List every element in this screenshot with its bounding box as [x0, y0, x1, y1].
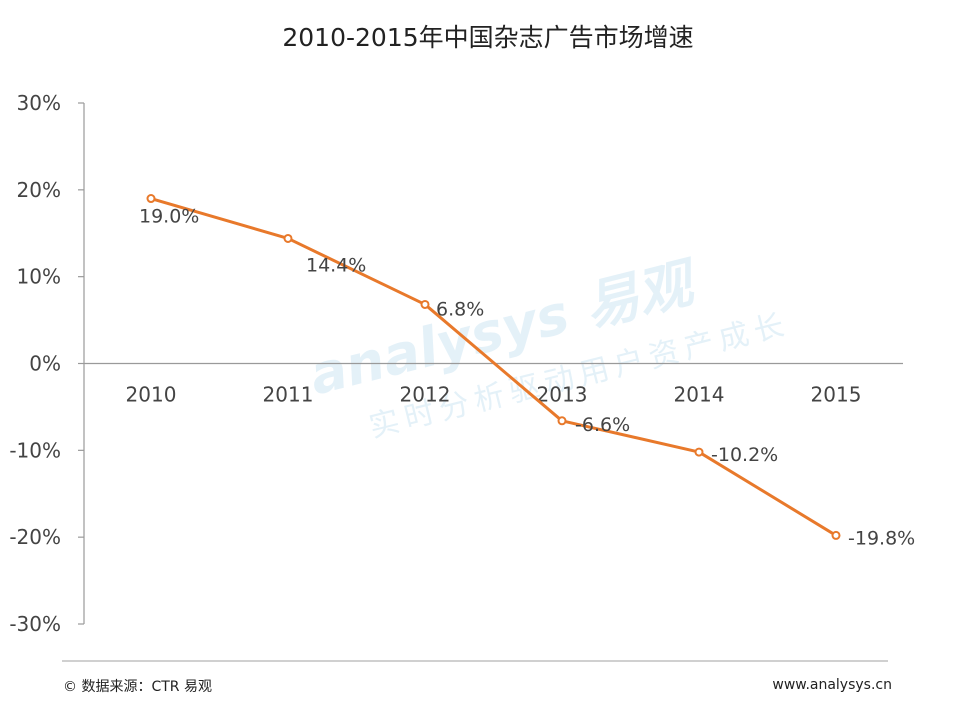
y-tick-label: -20%	[9, 525, 61, 549]
data-point	[831, 530, 841, 540]
y-tick-label: 10%	[17, 265, 61, 289]
data-label: 14.4%	[306, 254, 366, 276]
x-tick-label: 2012	[400, 383, 451, 407]
y-tick-label: -10%	[9, 438, 61, 462]
data-point	[146, 194, 156, 204]
watermark: analysys 易观 实时分析驱动用户资产成长	[303, 250, 793, 445]
y-tick-label: 0%	[29, 352, 61, 376]
data-label: -10.2%	[711, 444, 778, 466]
y-tick-label: -30%	[9, 612, 61, 636]
site-url[interactable]: www.analysys.cn	[772, 677, 892, 693]
x-tick-label: 2011	[263, 383, 314, 407]
x-tick-label: 2013	[537, 383, 588, 407]
data-point	[283, 233, 293, 243]
y-ticks: 30% 20% 10% 0% -10% -20% -30%	[9, 91, 84, 636]
series-markers	[146, 194, 841, 540]
source-note: © 数据来源：CTR 易观	[63, 679, 212, 695]
data-label: 19.0%	[139, 206, 199, 228]
data-point	[557, 416, 567, 426]
x-tick-label: 2014	[674, 383, 725, 407]
data-labels: 19.0% 14.4% 6.8% -6.6% -10.2% -19.8%	[139, 206, 915, 550]
y-tick-label: 20%	[17, 178, 61, 202]
data-point	[694, 447, 704, 457]
y-tick-label: 30%	[17, 91, 61, 115]
data-point	[420, 299, 430, 309]
data-label: -19.8%	[848, 527, 915, 549]
data-label: 6.8%	[436, 298, 484, 320]
x-tick-label: 2010	[126, 383, 177, 407]
x-tick-label: 2015	[811, 383, 862, 407]
x-ticks: 2010 2011 2012 2013 2014 2015	[126, 383, 862, 407]
series-line	[150, 197, 837, 537]
chart-title: 2010-2015年中国杂志广告市场增速	[282, 23, 693, 52]
data-label: -6.6%	[575, 414, 630, 436]
